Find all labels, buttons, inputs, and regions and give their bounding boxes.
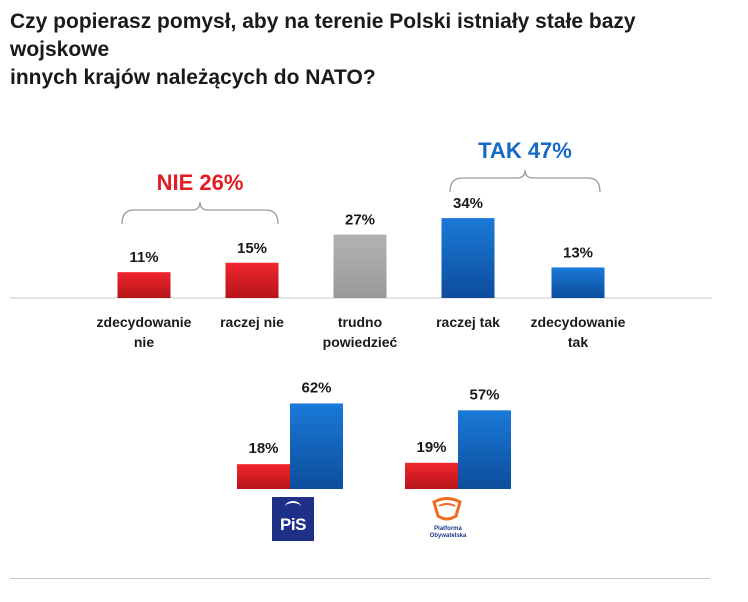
category-label-4-0: zdecydowanie xyxy=(531,314,626,330)
chart-title: Czy popierasz pomysł, aby na terenie Pol… xyxy=(10,8,740,92)
po-logo-text: Platforma Obywatelska xyxy=(418,526,478,540)
bar-4 xyxy=(551,267,605,298)
value-label-4: 13% xyxy=(563,244,593,261)
group-label-1: TAK 47% xyxy=(478,138,572,163)
sub0-bar-0 xyxy=(237,464,290,489)
group-label-0: NIE 26% xyxy=(157,170,244,195)
sub0-value-label-0: 18% xyxy=(248,440,278,457)
group-brace-0 xyxy=(121,201,279,225)
category-label-2-0: trudno xyxy=(338,314,382,330)
po-emblem-icon xyxy=(432,497,462,521)
bar-3 xyxy=(441,218,495,298)
po-logo: Platforma Obywatelska xyxy=(418,494,478,544)
po-logo-line1: Platforma xyxy=(434,526,462,532)
category-label-4-1: tak xyxy=(568,334,588,350)
category-label-0-0: zdecydowanie xyxy=(97,314,192,330)
category-label-0-1: nie xyxy=(134,334,154,350)
eagle-icon xyxy=(285,501,301,513)
sub1-value-label-0: 19% xyxy=(416,439,446,456)
pis-logo-text: PiS xyxy=(280,515,306,534)
sub1-value-label-1: 57% xyxy=(469,386,499,403)
title-line-2: innych krajów należących do NATO? xyxy=(10,66,376,89)
bar-0 xyxy=(117,272,171,298)
bar-1 xyxy=(225,262,279,298)
title-line-1: Czy popierasz pomysł, aby na terenie Pol… xyxy=(10,10,636,61)
pis-logo: PiS xyxy=(272,497,314,541)
sub1-bar-1 xyxy=(458,410,511,489)
bottom-divider xyxy=(10,578,710,579)
sub0-value-label-1: 62% xyxy=(301,379,331,396)
category-label-3-0: raczej tak xyxy=(436,314,500,330)
po-logo-line2: Obywatelska xyxy=(429,533,467,539)
value-label-1: 15% xyxy=(237,240,267,257)
group-brace-1 xyxy=(449,169,601,193)
value-label-3: 34% xyxy=(453,195,483,212)
category-label-2-1: powiedzieć xyxy=(323,334,398,350)
bar-2 xyxy=(333,234,387,298)
sub1-bar-0 xyxy=(405,462,458,489)
value-label-0: 11% xyxy=(129,249,158,266)
category-label-1-0: raczej nie xyxy=(220,314,284,330)
value-label-2: 27% xyxy=(345,212,375,229)
sub0-bar-1 xyxy=(290,403,343,489)
